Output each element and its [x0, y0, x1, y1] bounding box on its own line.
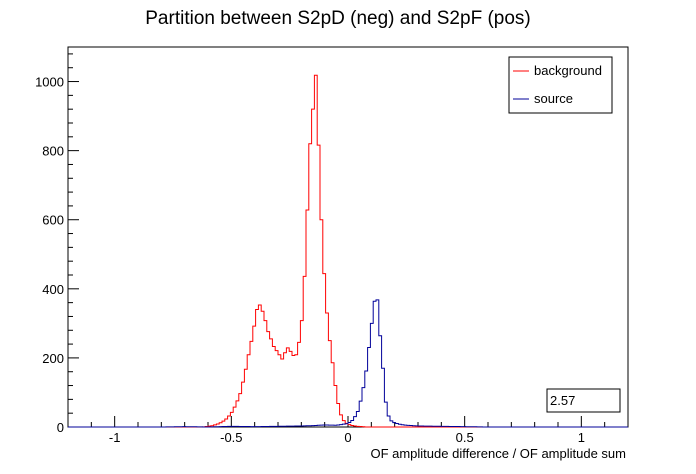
stat-box: 2.57 — [546, 388, 621, 413]
x-tick-label: 1 — [578, 430, 585, 445]
y-axis: 0 200 400 600 800 1000 — [35, 53, 79, 435]
x-tick-label: 0.5 — [456, 430, 474, 445]
y-tick-label: 1000 — [35, 75, 64, 90]
x-tick-label: 0 — [344, 430, 351, 445]
stat-box-frame — [546, 388, 621, 413]
series-source — [68, 299, 628, 428]
y-tick-label: 800 — [42, 144, 64, 159]
x-axis-title: OF amplitude difference / OF amplitude s… — [370, 446, 626, 461]
series-background — [68, 74, 628, 428]
x-axis: -1 -0.5 0 0.5 1 — [90, 416, 606, 445]
x-tick-label: -1 — [109, 430, 121, 445]
y-tick-label: 600 — [42, 213, 64, 228]
legend-label-source: source — [534, 91, 573, 106]
legend-box — [508, 56, 613, 114]
series-layer — [68, 74, 628, 428]
y-tick-label: 400 — [42, 282, 64, 297]
chart-title: Partition between S2pD (neg) and S2pF (p… — [145, 8, 531, 29]
y-tick-label: 200 — [42, 351, 64, 366]
legend[interactable]: background source — [508, 56, 613, 114]
stat-box-value: 2.57 — [550, 393, 575, 408]
x-tick-label: -0.5 — [220, 430, 242, 445]
legend-label-background: background — [534, 63, 602, 78]
y-tick-label: 0 — [57, 420, 64, 435]
